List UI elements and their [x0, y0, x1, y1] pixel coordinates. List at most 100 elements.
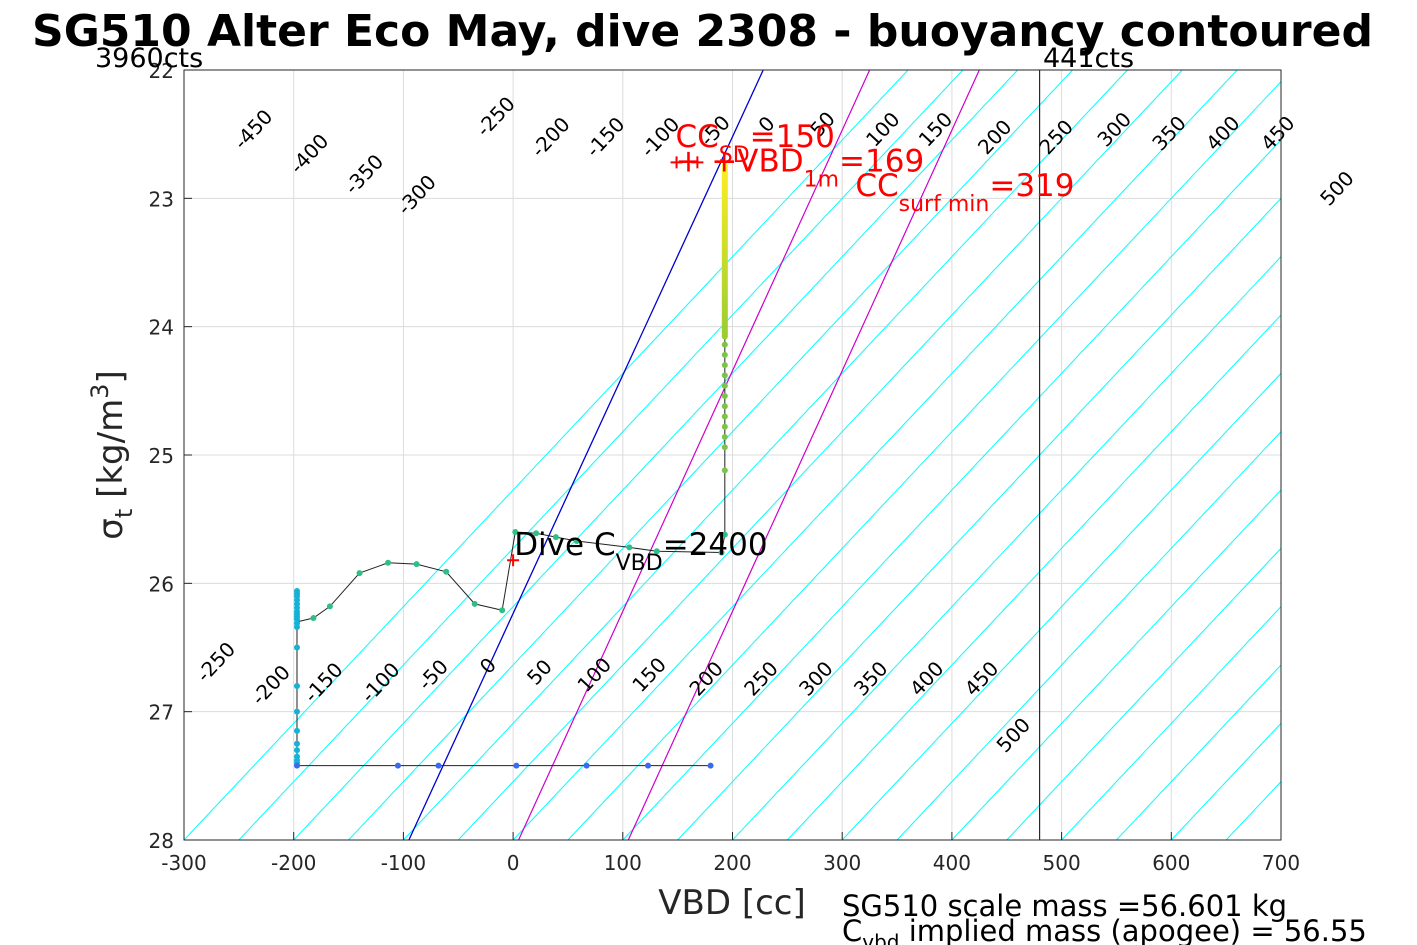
data-point-cyan [293, 727, 300, 734]
data-point-teal [385, 559, 392, 566]
contour-line [1006, 547, 1281, 840]
data-point-teal [356, 570, 363, 577]
contour-line [841, 372, 1281, 840]
contour-line [184, 70, 909, 840]
annotation-main: + +VBD [675, 143, 803, 179]
data-point-green [721, 372, 728, 379]
x-tick-label: 400 [933, 851, 971, 875]
x-tick-label: 500 [1043, 851, 1081, 875]
data-point-green [721, 423, 728, 430]
x-axis-label: VBD [cc] [658, 883, 806, 923]
y-axis-unit-sup: 3 [86, 384, 114, 399]
annotation-sub: VBD [616, 551, 663, 576]
magenta-reference-line [627, 70, 980, 840]
data-point-teal [512, 529, 519, 535]
red-plus-marker [507, 554, 520, 567]
data-point-teal [533, 530, 540, 537]
data-point-blue [293, 762, 300, 769]
data-point-blue [645, 762, 652, 769]
annotation-sub: 1m [804, 167, 839, 192]
annotation-dive_cvbd: Dive CVBD=2400 [514, 527, 767, 576]
y-tick-label: 22 [149, 59, 174, 83]
contour-line [457, 70, 1183, 840]
x-tick-label: -300 [161, 851, 206, 875]
axis-ticks: -300 -200 -100 0 100 200 300 400 500 600 700 22 23 24… [149, 59, 1301, 875]
annotation-value: =319 [989, 168, 1074, 204]
y-tick-label: 28 [149, 829, 174, 853]
data-point-cyan [293, 708, 300, 715]
top-right-count-label: 441cts [1043, 43, 1134, 74]
annotation-value: =150 [750, 119, 835, 155]
x-tick-label: 100 [604, 851, 642, 875]
x-tick-label: 300 [823, 851, 861, 875]
annotation-value: =2400 [663, 527, 768, 563]
contour-line [348, 70, 1073, 840]
data-point-teal [573, 537, 580, 544]
data-point-cyan [293, 644, 300, 651]
data-point-blue [435, 762, 442, 769]
reference-lines [408, 70, 1041, 840]
data-point-blue [707, 762, 714, 769]
red-plus-marker [670, 156, 683, 169]
footer-implied-mass: Cvbd implied mass (apogee) = 56.55 [842, 914, 1367, 945]
x-tick-label: 200 [713, 851, 751, 875]
y-tick-label: 25 [149, 444, 174, 468]
data-point-teal [718, 549, 725, 556]
y-tick-label: 24 [149, 316, 174, 340]
contour-line [1391, 70, 1417, 840]
data-point-teal [721, 531, 728, 538]
data-point-green [721, 392, 728, 399]
data-point-teal [326, 603, 333, 610]
contour-line [896, 430, 1281, 840]
contour-line [732, 255, 1281, 840]
annotation-cc_sd: CCSD=150 [675, 119, 834, 168]
data-point-green [721, 341, 728, 348]
x-tick-label: -100 [381, 851, 426, 875]
data-point-teal [310, 614, 317, 621]
data-point-teal [443, 568, 450, 575]
x-tick-label: -200 [271, 851, 316, 875]
contour-line [1116, 664, 1281, 840]
data-point-green [721, 434, 728, 441]
data-point-teal [626, 544, 633, 551]
annotation-sub: SD [719, 143, 750, 168]
contour-line [238, 70, 964, 840]
x-tick-label: 700 [1262, 851, 1300, 875]
data-point-green [721, 444, 728, 451]
contour-line [403, 70, 1128, 840]
data-point-cyan [293, 683, 300, 689]
footer-rest: implied mass (apogee) = 56.55 [899, 914, 1366, 945]
dive-points [293, 156, 728, 769]
y-axis-unit-pre: [kg/m [91, 399, 131, 509]
x-tick-label: 0 [507, 851, 520, 875]
y-axis-sub: t [110, 509, 138, 518]
data-point-teal [552, 534, 559, 541]
contour-line [622, 139, 1281, 840]
data-point-teal [499, 607, 506, 614]
contour-line [951, 489, 1281, 840]
data-point-green [721, 403, 728, 410]
data-point-teal [471, 600, 478, 607]
data-point-cyan [293, 747, 300, 754]
annotation-main: Dive C [514, 527, 615, 563]
contour-line [512, 70, 1238, 840]
y-tick-label: 26 [149, 572, 174, 596]
contour-line [786, 314, 1281, 840]
chart-title: SG510 Alter Eco May, dive 2308 - buoyanc… [32, 6, 1373, 57]
red-plus-marker [691, 156, 704, 169]
y-axis-sigma: σ [91, 518, 131, 540]
y-axis-label: σt [kg/m3] [86, 370, 138, 539]
data-point-cyan [293, 740, 300, 747]
footer-scale-mass: SG510 scale mass =56.601 kg [842, 889, 1287, 923]
contour-label: 500 [1315, 166, 1359, 210]
data-point-green [721, 382, 728, 389]
data-point-blue [583, 762, 590, 769]
neutral-buoyancy-line [408, 70, 764, 840]
y-tick-label: 27 [149, 701, 174, 725]
data-point-cyan [293, 623, 300, 630]
annotation-main: CC [855, 168, 898, 204]
contour-line [567, 80, 1281, 840]
footer-vbd-sub: vbd [862, 930, 899, 945]
